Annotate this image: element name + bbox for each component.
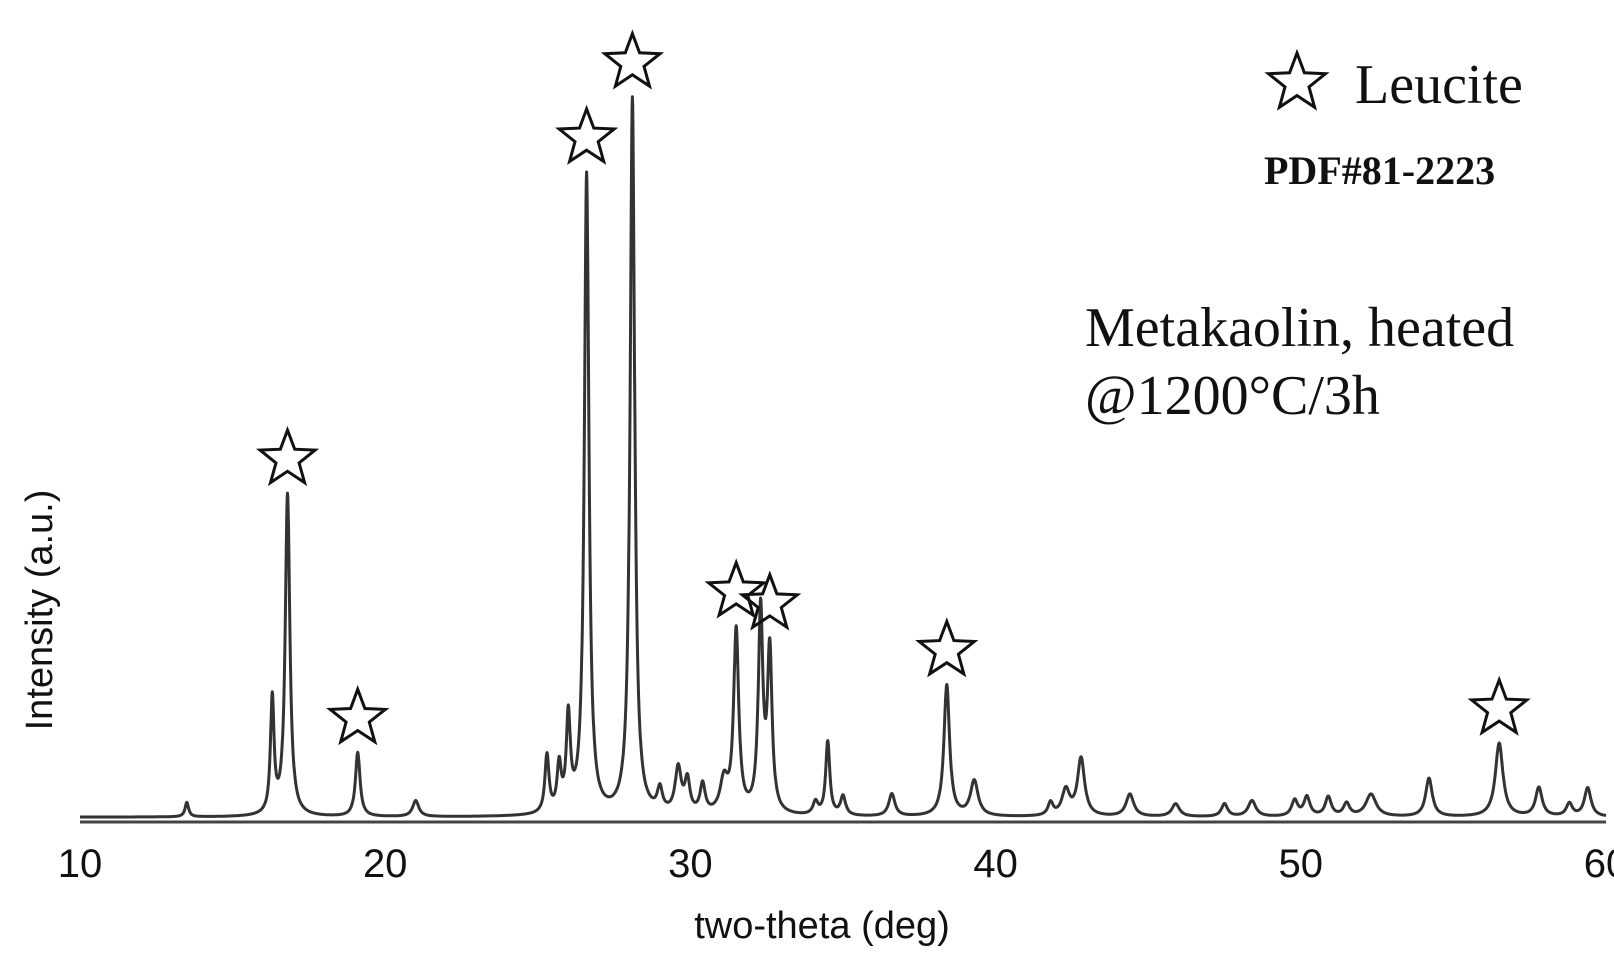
x-tick-label: 60 <box>1584 842 1614 886</box>
star-icon <box>915 617 979 678</box>
x-axis-label: two-theta (deg) <box>694 905 950 947</box>
legend-label: Leucite <box>1355 54 1523 116</box>
star-icon <box>555 104 619 165</box>
x-tick-label: 10 <box>58 842 103 886</box>
star-icon <box>704 558 768 619</box>
x-tick-label: 20 <box>363 842 408 886</box>
legend: Leucite PDF#81-2223 <box>1264 48 1523 193</box>
x-tick-labels: 10 20 30 40 50 60 <box>58 842 1614 886</box>
star-icon <box>738 570 802 631</box>
legend-reference: PDF#81-2223 <box>1264 148 1495 193</box>
sample-note-line-2: @1200°C/3h <box>1085 365 1380 427</box>
star-icon <box>1467 675 1531 736</box>
y-axis-label: Intensity (a.u.) <box>19 490 61 731</box>
x-tick-label: 50 <box>1279 842 1324 886</box>
star-icon <box>326 685 390 746</box>
leucite-peak-markers <box>255 29 1531 746</box>
sample-note-line-1: Metakaolin, heated <box>1085 297 1514 359</box>
star-icon <box>600 29 665 90</box>
sample-note: Metakaolin, heated @1200°C/3h <box>1085 297 1514 427</box>
star-icon <box>255 425 320 487</box>
x-tick-label: 40 <box>973 842 1018 886</box>
diffraction-pattern <box>78 95 1608 819</box>
intensity-trace <box>78 95 1608 819</box>
x-tick-label: 30 <box>668 842 713 886</box>
star-icon <box>1264 48 1330 111</box>
